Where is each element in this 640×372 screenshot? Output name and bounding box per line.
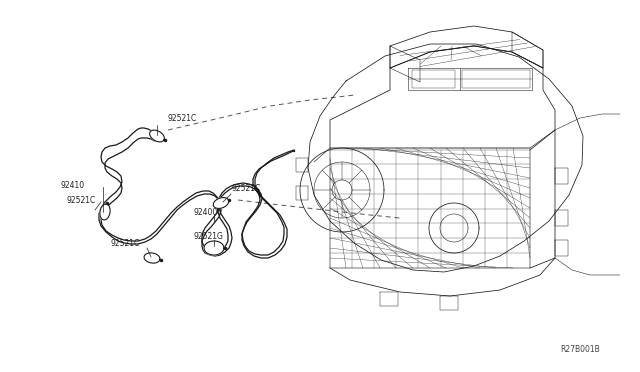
Text: 92521C: 92521C	[232, 183, 261, 192]
Text: R27B001B: R27B001B	[560, 346, 600, 355]
Text: 92521C: 92521C	[110, 240, 140, 248]
Text: 92521C: 92521C	[66, 196, 95, 205]
Polygon shape	[144, 253, 160, 263]
Text: 92521C: 92521C	[167, 113, 196, 122]
Text: 92521G: 92521G	[194, 231, 224, 241]
Polygon shape	[204, 241, 224, 255]
Polygon shape	[213, 198, 228, 208]
Polygon shape	[150, 130, 164, 142]
Text: 92400: 92400	[194, 208, 218, 217]
Text: 92410: 92410	[60, 180, 84, 189]
Polygon shape	[100, 204, 110, 220]
